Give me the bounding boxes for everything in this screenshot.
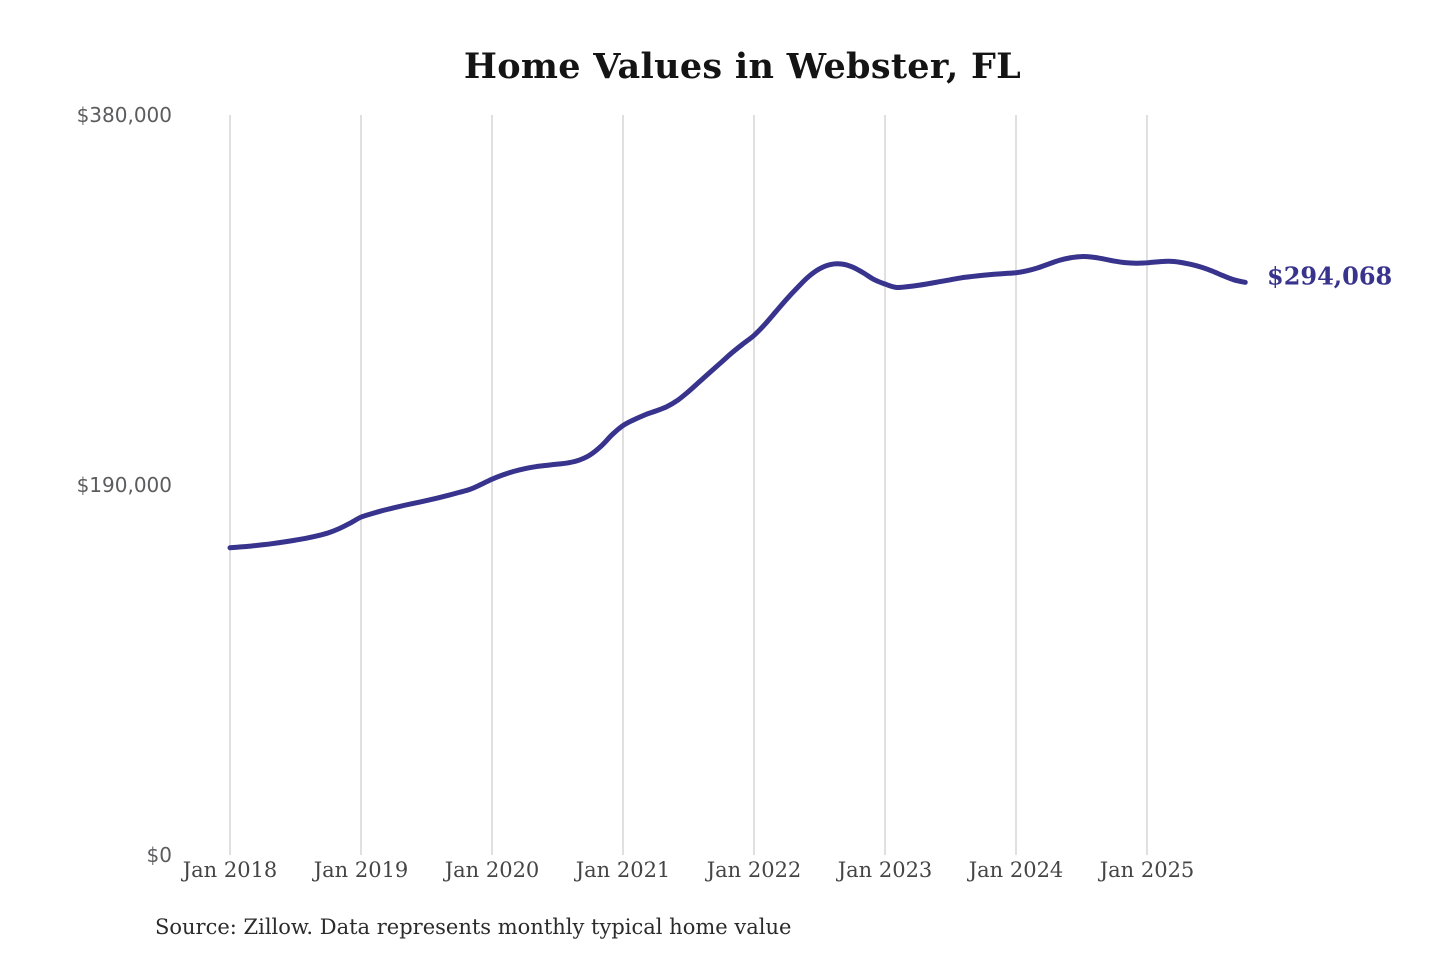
x-axis-tick: Jan 2022: [706, 858, 802, 882]
x-axis-tick: Jan 2020: [444, 858, 540, 882]
x-axis-tick: Jan 2019: [313, 858, 409, 882]
current-value-label: $294,068: [1267, 261, 1393, 291]
x-axis-tick: Jan 2018: [182, 858, 278, 882]
x-axis-tick: Jan 2023: [837, 858, 933, 882]
y-axis-tick: $190,000: [76, 473, 172, 497]
x-axis-tick: Jan 2024: [968, 858, 1064, 882]
source-note: Source: Zillow. Data represents monthly …: [155, 915, 792, 939]
y-axis-tick: $380,000: [76, 103, 172, 127]
x-axis-tick: Jan 2021: [575, 858, 671, 882]
x-axis-tick: Jan 2025: [1099, 858, 1195, 882]
y-axis-tick: $0: [146, 843, 172, 867]
home-value-line: [227, 254, 1248, 551]
chart-title: Home Values in Webster, FL: [463, 46, 1022, 87]
